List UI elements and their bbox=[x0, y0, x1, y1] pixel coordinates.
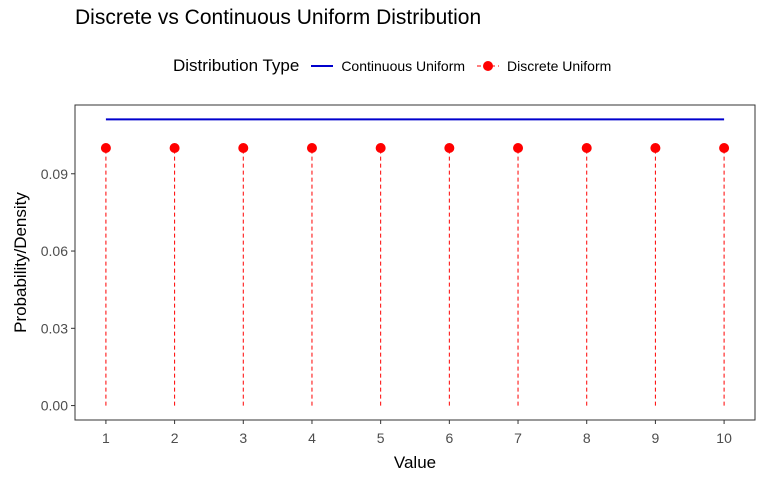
x-tick-label: 7 bbox=[514, 430, 522, 446]
x-tick-label: 10 bbox=[716, 430, 732, 446]
legend: Distribution Type Continuous Uniform Dis… bbox=[173, 54, 621, 78]
x-tick-label: 8 bbox=[583, 430, 591, 446]
y-tick-label: 0.03 bbox=[41, 320, 68, 336]
legend-item-discrete: Discrete Uniform bbox=[475, 56, 611, 76]
y-tick-label: 0.06 bbox=[41, 243, 68, 259]
discrete-uniform-point bbox=[169, 143, 180, 154]
y-tick-label: 0.09 bbox=[41, 166, 68, 182]
legend-item-continuous: Continuous Uniform bbox=[309, 56, 465, 76]
x-tick-label: 4 bbox=[308, 430, 316, 446]
x-tick-label: 2 bbox=[171, 430, 179, 446]
discrete-uniform-point bbox=[513, 143, 524, 154]
discrete-uniform-point bbox=[306, 143, 317, 154]
legend-label-continuous: Continuous Uniform bbox=[341, 58, 466, 74]
legend-key-continuous-line bbox=[311, 65, 334, 67]
y-axis-title: Probability/Density bbox=[11, 192, 30, 333]
chart-title: Discrete vs Continuous Uniform Distribut… bbox=[75, 6, 482, 29]
x-axis-title: Value bbox=[394, 453, 436, 472]
legend-title: Distribution Type bbox=[173, 56, 300, 75]
discrete-uniform-point bbox=[238, 143, 249, 154]
x-tick-label: 9 bbox=[652, 430, 660, 446]
discrete-uniform-point bbox=[650, 143, 661, 154]
plot-panel-border bbox=[74, 104, 756, 421]
x-tick-label: 6 bbox=[445, 430, 453, 446]
discrete-uniform-point bbox=[444, 143, 455, 154]
discrete-uniform-point bbox=[581, 143, 592, 154]
legend-key-discrete-point bbox=[477, 61, 500, 71]
y-tick-label: 0.00 bbox=[41, 398, 68, 414]
discrete-uniform-point bbox=[100, 143, 111, 154]
x-tick-label: 5 bbox=[377, 430, 385, 446]
x-tick-label: 3 bbox=[239, 430, 247, 446]
x-tick-label: 1 bbox=[102, 430, 110, 446]
discrete-uniform-point bbox=[719, 143, 730, 154]
discrete-uniform-point bbox=[375, 143, 386, 154]
legend-label-discrete: Discrete Uniform bbox=[507, 58, 612, 74]
